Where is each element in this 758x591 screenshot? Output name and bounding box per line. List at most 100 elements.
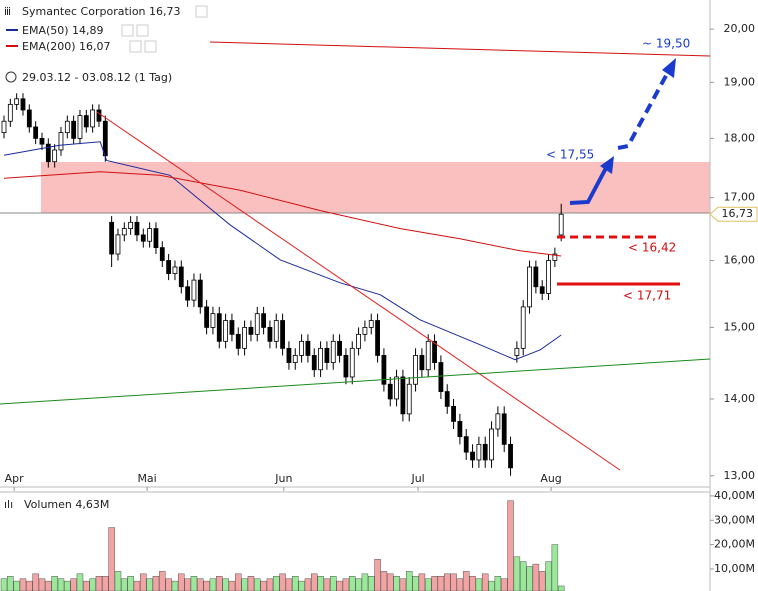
candle-body [210, 313, 216, 328]
volume-bar [184, 578, 191, 591]
candle-body [77, 115, 83, 139]
candle-body [356, 333, 361, 349]
volume-bar [159, 571, 166, 591]
y-tick-label: 14,00 [724, 392, 756, 405]
arrow-head [662, 58, 676, 78]
candle-body [438, 362, 444, 392]
resistance-line [209, 41, 711, 57]
candle-body [387, 383, 393, 400]
candle-body [33, 126, 39, 139]
y-tick-label: 17,00 [724, 191, 756, 204]
candle-body [337, 340, 342, 356]
forecast-arrow [569, 167, 608, 205]
volume-bar [108, 527, 115, 591]
volume-bar [70, 578, 77, 591]
candle-body [90, 109, 96, 128]
candle-body [185, 286, 191, 301]
volume-bar [488, 580, 495, 591]
volume-bar [127, 576, 134, 591]
candle-body [299, 340, 304, 356]
volume-bar [374, 558, 381, 591]
volume-bar [475, 578, 483, 591]
candle-body [470, 451, 475, 461]
candle-body [64, 120, 70, 134]
candle-body [558, 213, 564, 236]
title: Symantec Corporation 16,73 [22, 5, 181, 18]
volume-bar [285, 578, 293, 591]
candle-body [514, 347, 520, 356]
volume-bar [26, 580, 33, 591]
volume-bar [355, 578, 362, 591]
candle-body [349, 347, 355, 378]
candle-body [508, 443, 513, 469]
y-tick-label: 20,00 [724, 22, 756, 35]
candle-body [324, 347, 330, 363]
volume-bar [13, 580, 20, 591]
volume-bar [7, 576, 14, 591]
candle-body [197, 279, 203, 308]
candle-body [172, 266, 178, 274]
settings-icon[interactable] [129, 40, 142, 53]
marks [0, 93, 565, 591]
volume-bar [228, 580, 236, 591]
volume-bar [266, 578, 274, 591]
volume-bar [152, 576, 160, 591]
volume-bar [57, 578, 65, 591]
volume-bar [247, 576, 255, 591]
candle-body [305, 340, 311, 356]
icon: ⅲ [4, 5, 11, 18]
candle-body [375, 320, 380, 356]
annotation: < 16,42 [628, 241, 676, 255]
volume-bar [348, 576, 356, 591]
close-icon[interactable] [136, 24, 149, 37]
volume-bar [424, 578, 432, 591]
volume-label: Volumen 4,63M [24, 498, 109, 511]
volume-bar [38, 578, 46, 591]
volume-bar [51, 576, 58, 591]
volume-bar [76, 573, 84, 591]
volume-icon: ılı [4, 498, 13, 511]
volume-bar [298, 580, 305, 591]
volume-bar [140, 573, 147, 591]
settings-icon[interactable] [121, 24, 134, 37]
candle-body [463, 436, 469, 453]
candle-body [546, 260, 551, 294]
volume-bar [519, 561, 527, 591]
candle-body [400, 376, 406, 415]
price-tag-label: 16,73 [722, 207, 754, 220]
volume-bar [95, 576, 103, 591]
volume-bar [165, 578, 172, 591]
volume-bar [216, 576, 223, 591]
candle-body [280, 320, 285, 349]
annotation: < 17,71 [623, 289, 671, 303]
settings-icon[interactable] [195, 5, 208, 18]
candle-body [330, 340, 336, 363]
volume-bar [507, 500, 514, 591]
candle-body [7, 103, 13, 122]
candle-body [273, 320, 279, 342]
candle-body [527, 266, 532, 308]
legend-entry: EMA(50) 14,89 [22, 24, 104, 37]
candle-body [1, 120, 7, 134]
volume-bar [190, 576, 198, 591]
candle-body [419, 355, 425, 371]
volume-bar [121, 578, 128, 591]
candle-body [153, 228, 159, 249]
volume-bar [418, 573, 426, 591]
x-tick-label: Jul [410, 472, 424, 485]
volume-bar [437, 576, 445, 591]
candle-body [159, 247, 165, 261]
volume-bar [538, 571, 546, 591]
candle-body [318, 347, 323, 371]
candle-body [444, 391, 450, 407]
volume-bar [114, 571, 122, 591]
volume-bar [32, 573, 39, 591]
downtrend-line [96, 111, 621, 471]
volume-bar [273, 576, 280, 591]
candle-body [140, 234, 146, 242]
volume-bar [197, 578, 204, 591]
candle-body [242, 327, 248, 349]
candle-body [235, 333, 241, 349]
close-icon[interactable] [144, 40, 157, 53]
volume-bar [171, 580, 179, 591]
